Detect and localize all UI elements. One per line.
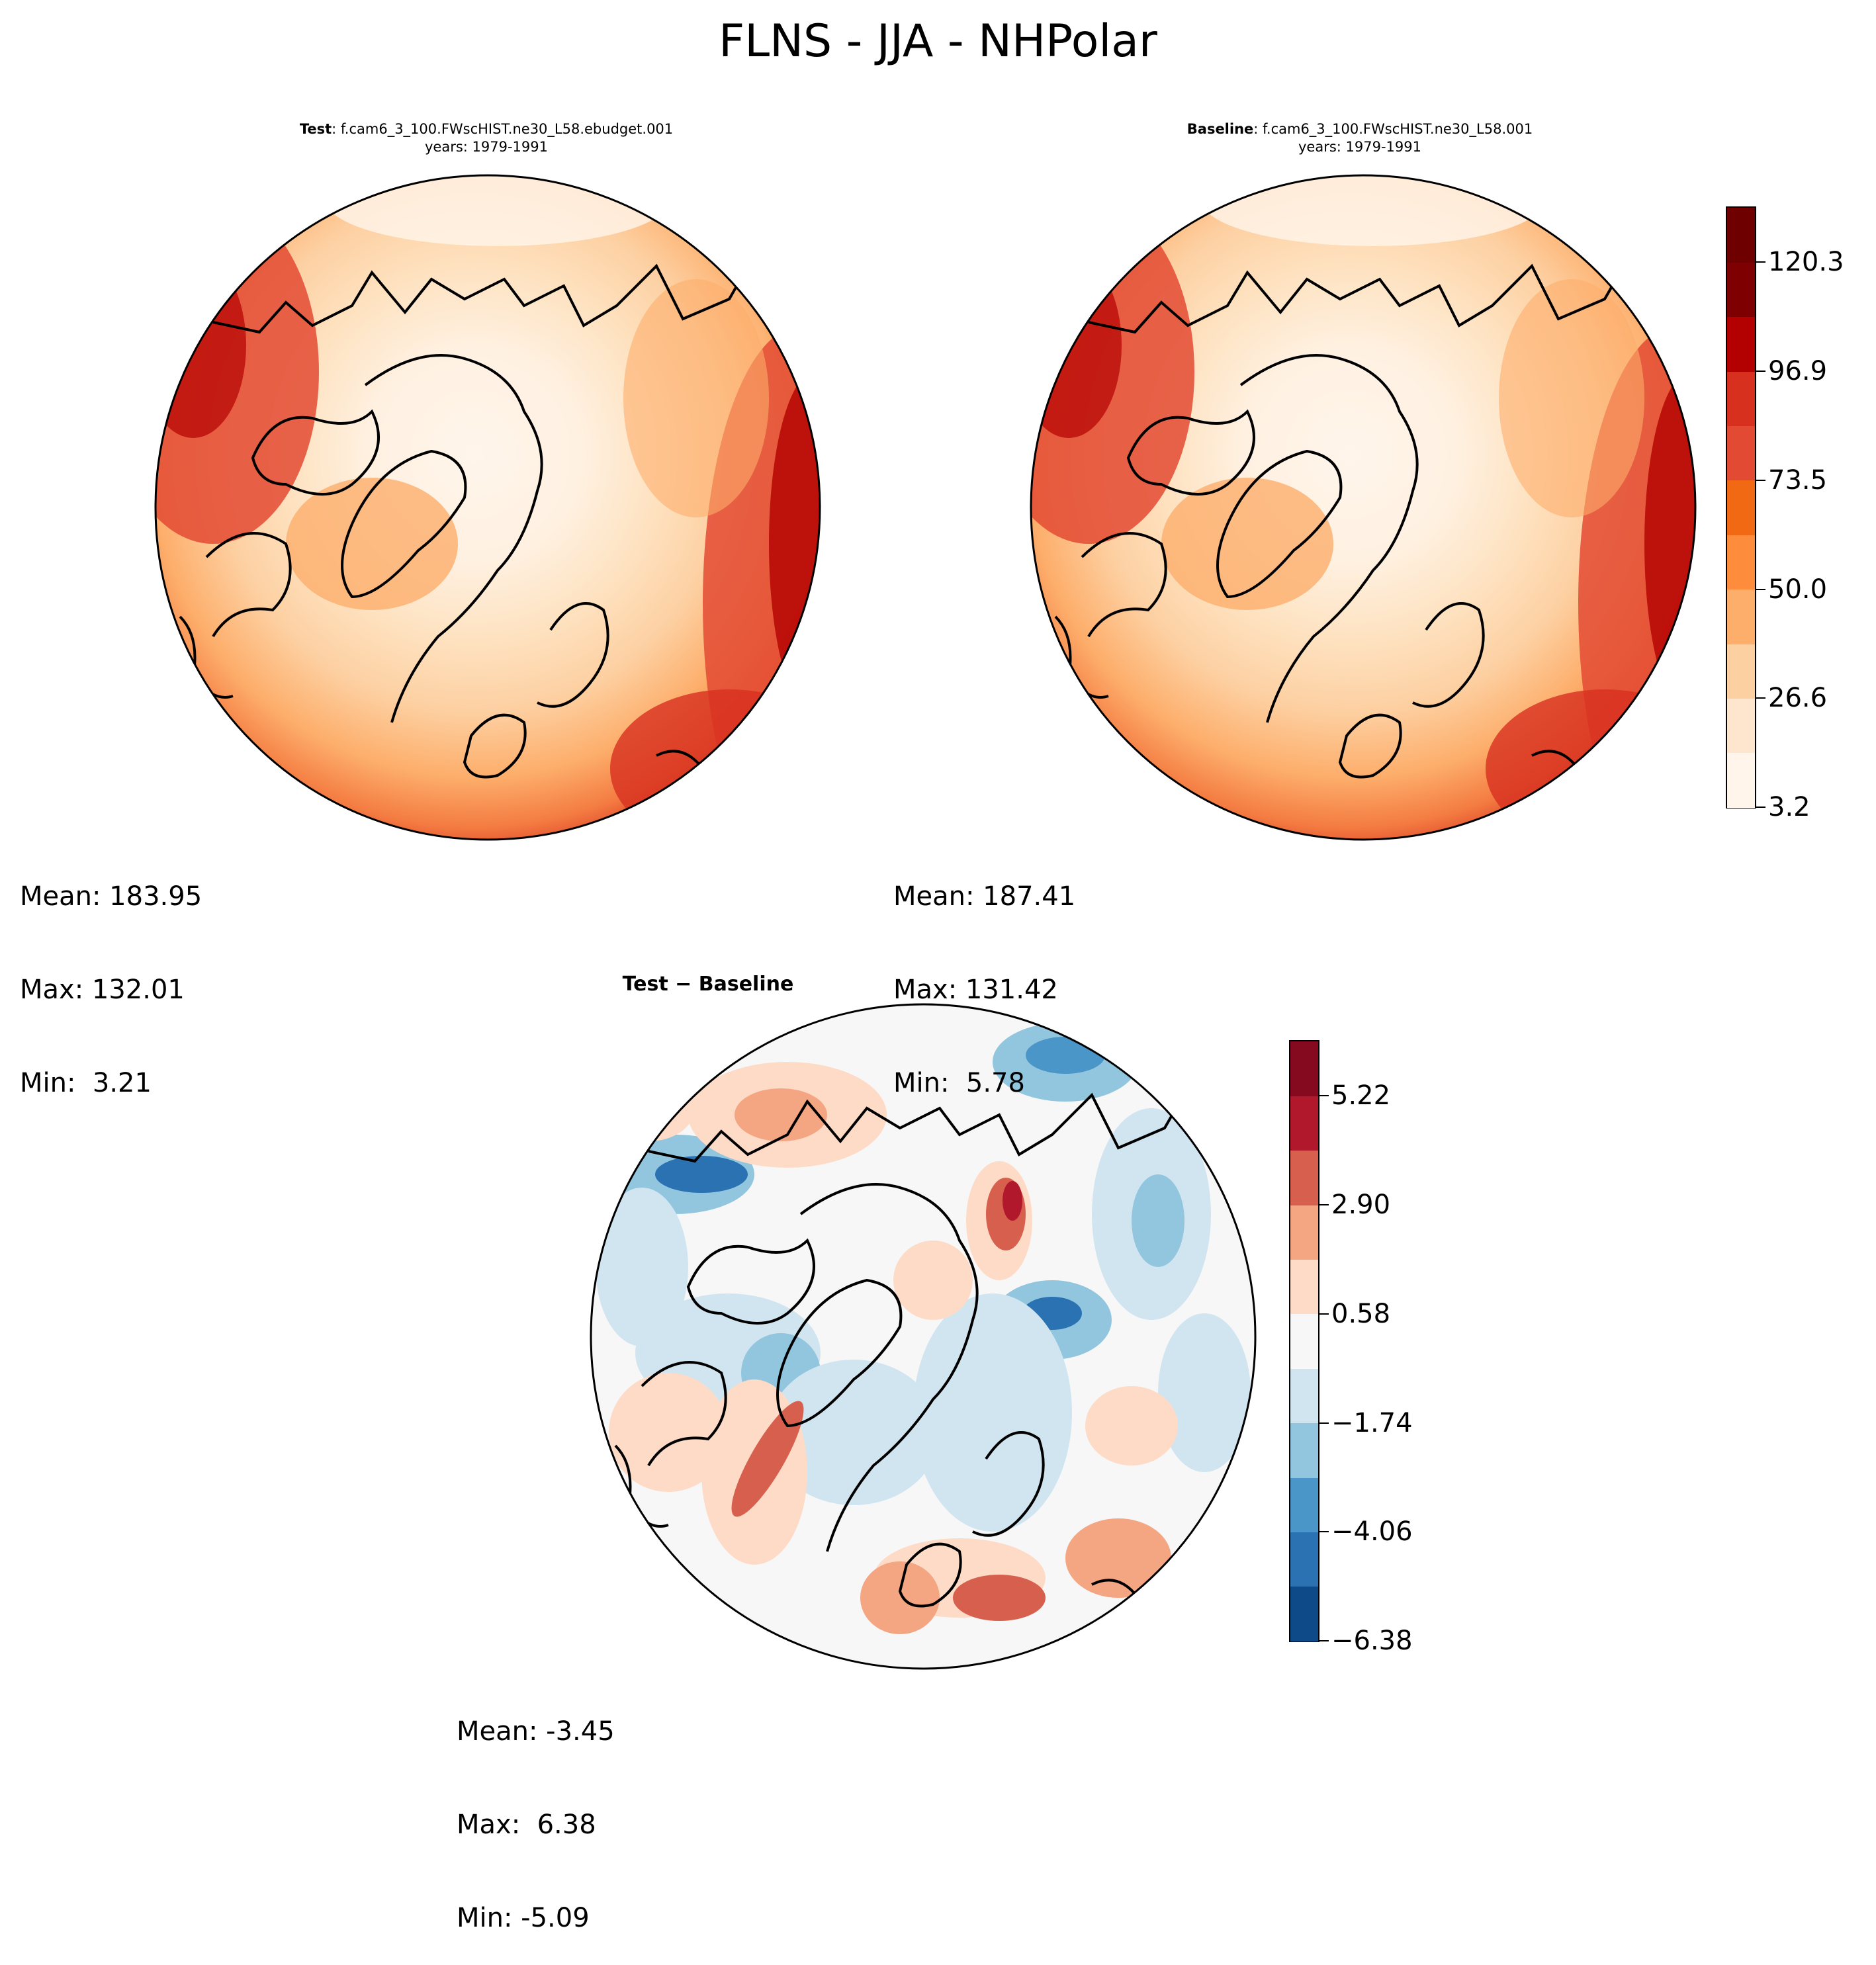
main-colorbar-segment [1727, 425, 1755, 481]
main-colorbar-tick [1756, 261, 1765, 263]
diff-panel-title: Test − Baseline [622, 973, 794, 996]
diff-colorbar-segment [1290, 1096, 1318, 1151]
baseline-stats: Mean: 187.41 Max: 131.42 Min: 5.78 [893, 819, 1075, 1130]
main-colorbar-tick-label: 120.3 [1768, 247, 1844, 278]
diff-colorbar [1289, 1040, 1319, 1642]
diff-colorbar-segment [1290, 1532, 1318, 1587]
diff-colorbar-segment [1290, 1150, 1318, 1205]
diff-colorbar-tick [1319, 1422, 1329, 1424]
diff-colorbar-tick-label: −6.38 [1331, 1626, 1413, 1656]
diff-colorbar-segment [1290, 1422, 1318, 1478]
diff-colorbar-segment [1290, 1259, 1318, 1315]
baseline-max: Max: 131.42 [893, 975, 1058, 1005]
main-colorbar-tick [1756, 371, 1765, 372]
main-colorbar-segment [1727, 643, 1755, 699]
diff-min: Min: -5.09 [457, 1903, 590, 1933]
main-colorbar-segment [1727, 316, 1755, 372]
main-colorbar-tick [1756, 479, 1765, 481]
diff-colorbar-tick-label: 0.58 [1331, 1298, 1391, 1329]
main-colorbar-tick-label: 96.9 [1768, 356, 1828, 387]
diff-mean: Mean: -3.45 [457, 1716, 615, 1747]
main-colorbar [1726, 206, 1756, 808]
baseline-case-name: : f.cam6_3_100.FWscHIST.ne30_L58.001 [1253, 121, 1533, 137]
main-colorbar-tick [1756, 697, 1765, 699]
diff-colorbar-tick-label: −4.06 [1331, 1516, 1413, 1548]
main-colorbar-segment [1727, 480, 1755, 535]
diff-stats: Mean: -3.45 Max: 6.38 Min: -5.09 [457, 1654, 615, 1965]
baseline-label: Baseline [1186, 121, 1254, 137]
diff-colorbar-segment [1290, 1477, 1318, 1532]
baseline-min: Min: 5.78 [893, 1068, 1025, 1098]
test-map [154, 174, 821, 841]
main-colorbar-tick-label: 3.2 [1768, 792, 1810, 822]
diff-colorbar-tick-label: −1.74 [1331, 1407, 1413, 1438]
main-colorbar-segment [1727, 698, 1755, 754]
test-years: years: 1979-1991 [424, 139, 548, 155]
main-colorbar-tick [1756, 588, 1765, 590]
diff-colorbar-segment [1290, 1586, 1318, 1641]
diff-colorbar-tick [1319, 1640, 1329, 1641]
test-mean: Mean: 183.95 [20, 881, 202, 912]
diff-colorbar-segment [1290, 1205, 1318, 1260]
test-panel-title: Test: f.cam6_3_100.FWscHIST.ne30_L58.ebu… [205, 120, 768, 156]
figure-title: FLNS - JJA - NHPolar [719, 15, 1157, 67]
test-case-name: : f.cam6_3_100.FWscHIST.ne30_L58.ebudget… [332, 121, 674, 137]
main-colorbar-segment [1727, 262, 1755, 318]
main-colorbar-segment [1727, 208, 1755, 263]
baseline-panel-title: Baseline: f.cam6_3_100.FWscHIST.ne30_L58… [1079, 120, 1641, 156]
main-colorbar-segment [1727, 589, 1755, 644]
diff-colorbar-segment [1290, 1041, 1318, 1096]
diff-max: Max: 6.38 [457, 1810, 596, 1840]
baseline-map [1030, 174, 1697, 841]
test-max: Max: 132.01 [20, 975, 185, 1005]
test-min: Min: 3.21 [20, 1068, 152, 1098]
diff-map [590, 1003, 1257, 1670]
diff-colorbar-tick [1319, 1204, 1329, 1206]
test-stats: Mean: 183.95 Max: 132.01 Min: 3.21 [20, 819, 202, 1130]
diff-colorbar-tick-label: 5.22 [1331, 1080, 1391, 1112]
test-label: Test [299, 121, 332, 137]
main-colorbar-segment [1727, 371, 1755, 427]
diff-colorbar-segment [1290, 1368, 1318, 1424]
main-colorbar-segment [1727, 752, 1755, 808]
diff-colorbar-tick [1319, 1313, 1329, 1315]
diff-colorbar-tick [1319, 1531, 1329, 1533]
baseline-years: years: 1979-1991 [1298, 139, 1421, 155]
baseline-mean: Mean: 187.41 [893, 881, 1076, 912]
main-colorbar-tick-label: 26.6 [1768, 683, 1828, 714]
diff-colorbar-tick [1319, 1095, 1329, 1097]
main-colorbar-tick [1756, 807, 1765, 808]
diff-colorbar-segment [1290, 1313, 1318, 1369]
main-colorbar-tick-label: 73.5 [1768, 464, 1828, 496]
main-colorbar-segment [1727, 535, 1755, 590]
main-colorbar-tick-label: 50.0 [1768, 574, 1828, 605]
diff-colorbar-tick-label: 2.90 [1331, 1190, 1391, 1221]
